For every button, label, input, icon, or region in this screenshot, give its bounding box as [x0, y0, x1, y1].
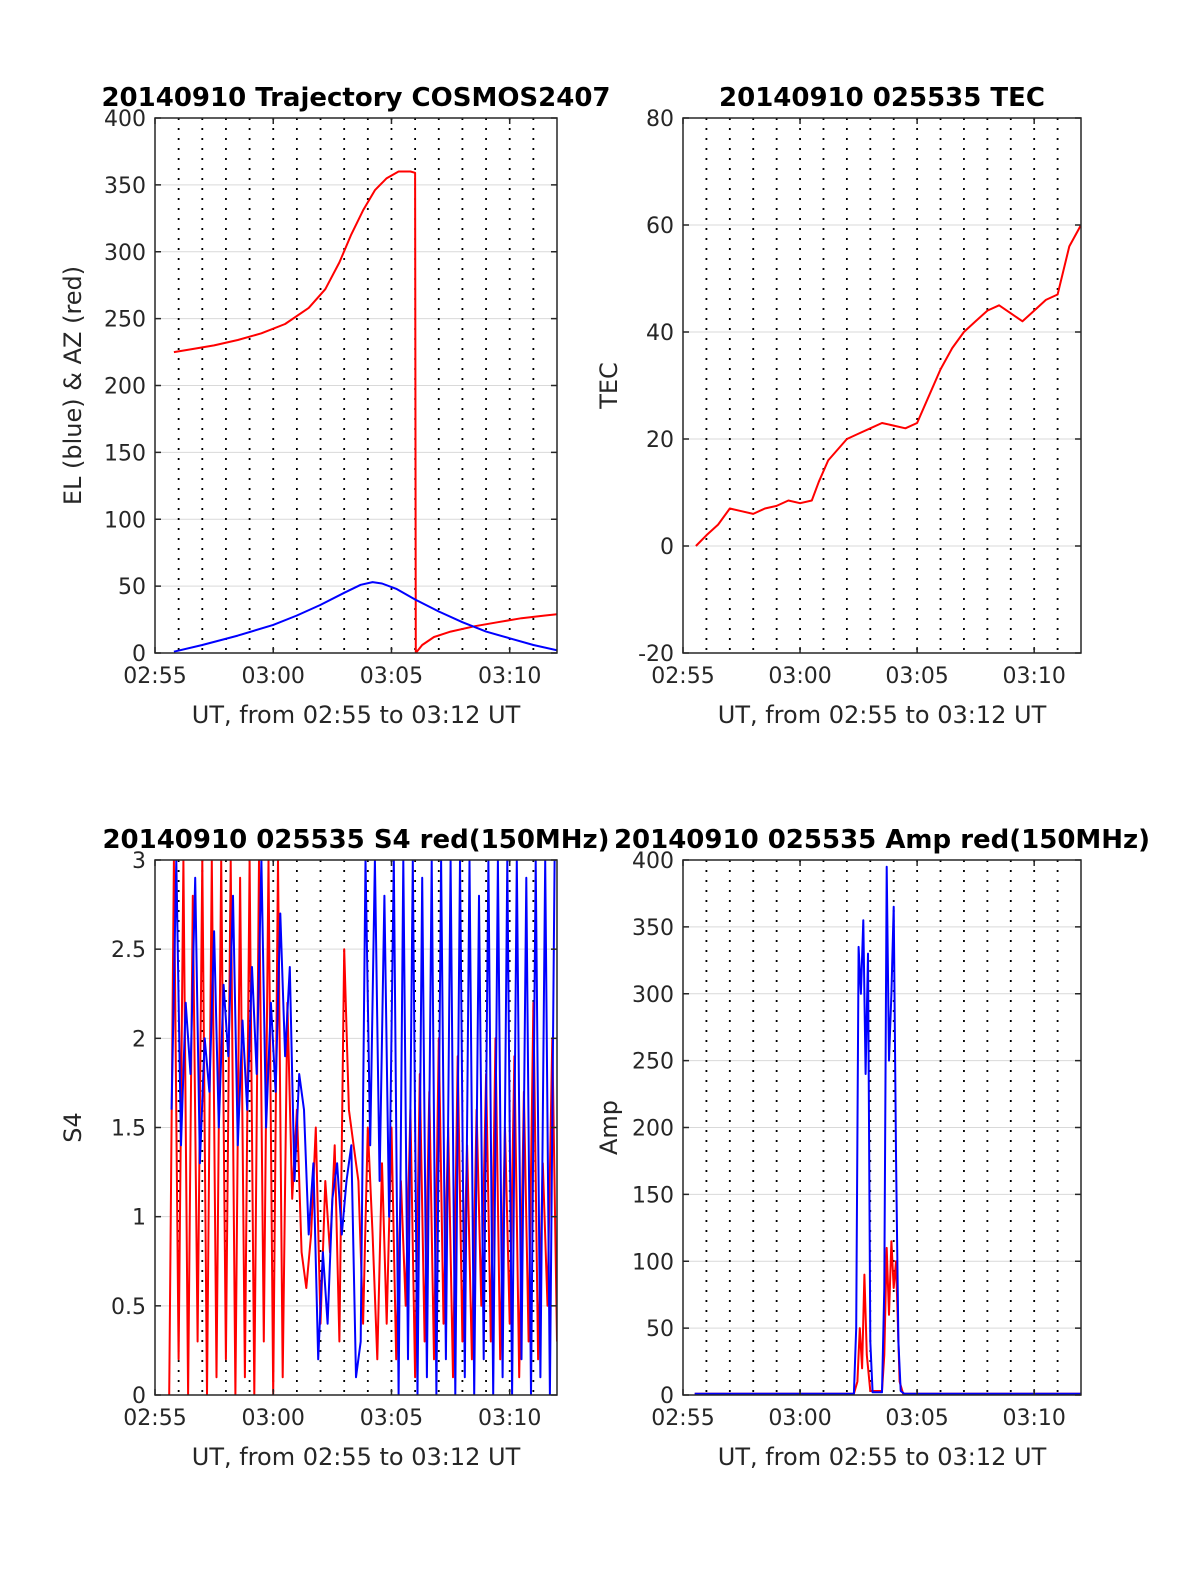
x-axis-label: UT, from 02:55 to 03:12 UT	[718, 1443, 1047, 1471]
x-tick-label: 03:00	[242, 664, 305, 689]
y-tick-label: 250	[104, 308, 146, 333]
y-tick-label: 80	[646, 107, 674, 132]
y-tick-label: 50	[646, 1317, 674, 1342]
y-tick-label: 200	[632, 1117, 674, 1142]
y-tick-label: 100	[104, 508, 146, 533]
y-axis-label: EL (blue) & AZ (red)	[59, 266, 87, 505]
x-axis-label: UT, from 02:55 to 03:12 UT	[192, 1443, 521, 1471]
y-tick-label: 300	[632, 983, 674, 1008]
y-tick-label: 150	[104, 441, 146, 466]
series-red-line	[173, 170, 557, 653]
y-tick-label: 0	[660, 535, 674, 560]
chart-amp: 02:55 03:00 03:05 03:10 0 50 100 150 200 250 300 35…	[595, 825, 1150, 1471]
x-axis-label: UT, from 02:55 to 03:12 UT	[192, 701, 521, 729]
y-tick-label: 40	[646, 321, 674, 346]
axes-box	[682, 117, 1082, 654]
y-tick-label: 0	[660, 1384, 674, 1409]
chart-title: 20140910 025535 TEC	[719, 83, 1045, 113]
chart-title: 20140910 025535 Amp red(150MHz)	[614, 825, 1150, 855]
x-tick-label: 03:10	[478, 1406, 541, 1431]
series-blue-line	[173, 581, 557, 653]
chart-s4: 02:55 03:00 03:05 03:10 0 0.5 1 1.5 2 2.5 32014091…	[59, 825, 610, 1471]
y-tick-label: 200	[104, 375, 146, 400]
y-axis-label: Amp	[595, 1100, 623, 1155]
series-red-line	[695, 224, 1081, 547]
y-tick-label: 150	[632, 1183, 674, 1208]
x-tick-label: 03:00	[242, 1406, 305, 1431]
y-axis-label: S4	[59, 1112, 87, 1143]
series-blue-line	[694, 865, 1081, 1395]
x-tick-label: 02:55	[651, 1406, 714, 1431]
y-tick-label: 1.5	[111, 1117, 146, 1142]
y-tick-label: 400	[104, 107, 146, 132]
y-tick-label: 400	[632, 849, 674, 874]
x-tick-label: 03:05	[360, 1406, 423, 1431]
x-tick-label: 03:00	[768, 1406, 831, 1431]
y-tick-label: 350	[104, 174, 146, 199]
y-tick-label: 1	[132, 1206, 146, 1231]
y-tick-label: 300	[104, 241, 146, 266]
y-tick-label: 20	[646, 428, 674, 453]
y-tick-label: 100	[632, 1250, 674, 1275]
chart-trajectory: 02:55 03:00 03:05 03:10 0 50 100 150 200 250 300 35…	[59, 83, 611, 729]
x-axis-label: UT, from 02:55 to 03:12 UT	[718, 701, 1047, 729]
x-tick-label: 03:05	[885, 664, 948, 689]
y-tick-label: 60	[646, 214, 674, 239]
x-tick-label: 02:55	[123, 664, 186, 689]
x-tick-label: 03:10	[478, 664, 541, 689]
y-tick-label: 0	[132, 1384, 146, 1409]
y-tick-label: 0.5	[111, 1295, 146, 1320]
y-tick-label: 0	[132, 642, 146, 667]
chart-title: 20140910 025535 S4 red(150MHz)	[102, 825, 609, 855]
x-tick-label: 02:55	[651, 664, 714, 689]
series-blue-line	[170, 860, 556, 1395]
y-tick-label: 3	[132, 849, 146, 874]
y-tick-label: 2.5	[111, 938, 146, 963]
x-tick-label: 02:55	[123, 1406, 186, 1431]
x-tick-label: 03:10	[1002, 1406, 1065, 1431]
chart-title: 20140910 Trajectory COSMOS2407	[101, 83, 610, 113]
y-tick-label: -20	[638, 642, 674, 667]
x-tick-label: 03:05	[360, 664, 423, 689]
y-tick-label: 50	[118, 575, 146, 600]
y-tick-label: 350	[632, 916, 674, 941]
x-tick-label: 03:05	[885, 1406, 948, 1431]
y-tick-label: 250	[632, 1050, 674, 1075]
y-tick-label: 2	[132, 1027, 146, 1052]
x-tick-label: 03:00	[768, 664, 831, 689]
y-axis-label: TEC	[595, 362, 623, 410]
chart-tec: 02:55 03:00 03:05 03:10 -20 0 20 40 60 80 20140910…	[595, 83, 1082, 729]
x-tick-label: 03:10	[1002, 664, 1065, 689]
